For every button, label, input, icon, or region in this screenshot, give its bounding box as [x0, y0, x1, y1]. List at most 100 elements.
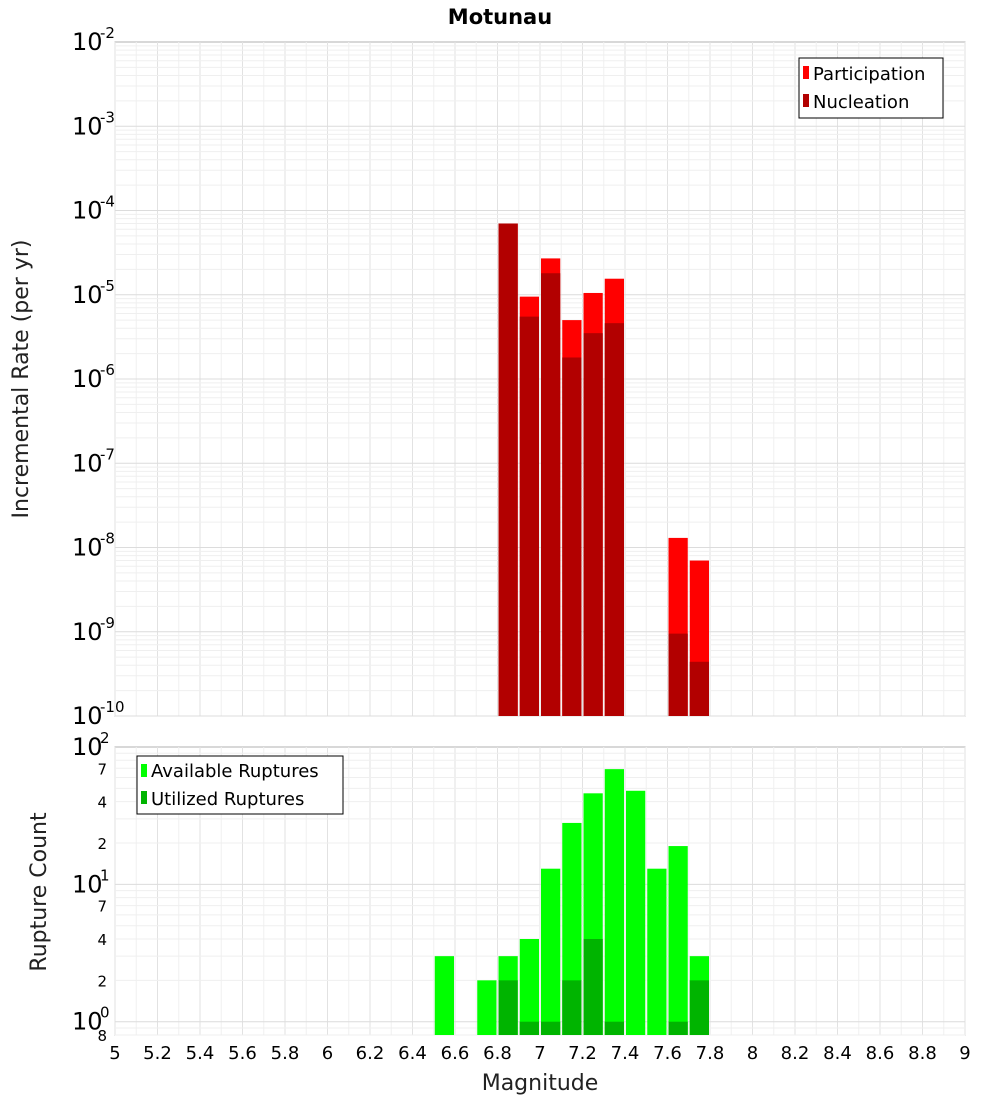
bottom-legend: Available Ruptures Utilized Ruptures: [136, 755, 344, 815]
bottom-bar-utilized-ruptures: [541, 1021, 561, 1035]
bottom-y-tick-label: 10: [72, 870, 103, 898]
top-y-tick-exponent: -9: [100, 614, 115, 632]
x-tick-label: 7.4: [611, 1043, 640, 1064]
legend-label-utilized-ruptures: Utilized Ruptures: [151, 789, 304, 810]
bottom-bar-utilized-ruptures: [562, 980, 582, 1035]
bottom-bar-available-ruptures: [647, 868, 667, 1035]
bottom-bar-available-ruptures: [541, 868, 561, 1035]
bottom-bar-available-ruptures: [604, 769, 624, 1035]
x-tick-label: 6.8: [483, 1043, 512, 1064]
legend-swatch-available-ruptures: [141, 764, 147, 777]
top-bar-nucleation: [541, 273, 561, 716]
bottom-bar-available-ruptures: [434, 956, 454, 1035]
bottom-y-tick-exponent: 0: [100, 1004, 110, 1022]
x-tick-label: 8.6: [866, 1043, 895, 1064]
x-tick-label: 6: [322, 1043, 333, 1064]
top-y-tick-label: 10: [72, 534, 103, 562]
top-y-tick-label: 10: [72, 28, 103, 56]
chart-title: Motunau: [448, 5, 552, 29]
top-y-tick-label: 10: [72, 449, 103, 477]
top-grid: [114, 42, 966, 717]
bottom-bar-utilized-ruptures: [668, 1021, 688, 1035]
bottom-bar-utilized-ruptures: [583, 939, 603, 1035]
x-axis-label: Magnitude: [482, 1071, 599, 1096]
top-y-tick-label: 10: [72, 197, 103, 225]
bottom-bar-available-ruptures: [668, 846, 688, 1035]
top-y-tick-label: 10: [72, 618, 103, 646]
bottom-y-minor-tick-label: 4: [97, 794, 107, 812]
bottom-y-minor-tick-label: 4: [97, 931, 107, 949]
top-y-tick-exponent: -8: [100, 530, 115, 548]
bottom-y-minor-tick-label: 2: [97, 972, 107, 990]
top-bar-nucleation: [498, 223, 518, 717]
x-tick-label: 5.6: [228, 1043, 257, 1064]
bottom-y-tick-exponent: 2: [100, 729, 110, 747]
x-tick-label: 8.4: [823, 1043, 852, 1064]
bottom-bar-utilized-ruptures: [604, 1021, 624, 1035]
bottom-y-tick-exponent: 1: [100, 866, 110, 884]
bottom-bar-available-ruptures: [477, 980, 497, 1035]
top-bar-nucleation: [604, 323, 624, 716]
bottom-legend-box: [136, 755, 344, 815]
x-tick-label: 5.8: [271, 1043, 300, 1064]
top-y-tick-exponent: -3: [100, 108, 115, 126]
legend-label-available-ruptures: Available Ruptures: [151, 761, 319, 782]
x-ticks: 5 5.2 5.4 5.6 5.8 6 6.2 6.4 6.6 6.8 7 7.2 7.4 7.6 7.8 8…: [109, 1043, 970, 1064]
top-bar-nucleation: [519, 316, 539, 716]
bottom-bar-utilized-ruptures: [519, 1021, 539, 1035]
top-y-tick-exponent: -10: [100, 698, 125, 716]
top-y-tick-label: 10: [72, 702, 103, 730]
legend-label-participation: Participation: [813, 64, 925, 85]
top-y-axis-label: Incremental Rate (per yr): [9, 240, 34, 519]
top-y-tick-exponent: -5: [100, 277, 115, 295]
top-y-tick-label: 10: [72, 281, 103, 309]
x-tick-label: 7.8: [696, 1043, 725, 1064]
bottom-y-minor-tick-label: 8: [97, 1027, 107, 1045]
bottom-bar-utilized-ruptures: [498, 980, 518, 1035]
legend-label-nucleation: Nucleation: [813, 92, 909, 113]
bottom-bar-utilized-ruptures: [689, 980, 709, 1035]
top-legend-box: [798, 57, 944, 119]
bottom-bar-available-ruptures: [626, 790, 646, 1035]
top-y-tick-label: 10: [72, 365, 103, 393]
top-legend: Participation Nucleation: [798, 57, 944, 119]
x-tick-label: 8.8: [908, 1043, 937, 1064]
x-tick-label: 6.4: [398, 1043, 427, 1064]
x-tick-label: 8.2: [781, 1043, 810, 1064]
bottom-y-tick-label: 10: [72, 733, 103, 761]
bottom-y-minor-tick-label: 2: [97, 835, 107, 853]
legend-swatch-participation: [803, 66, 809, 79]
x-tick-label: 5: [109, 1043, 120, 1064]
x-tick-label: 8: [747, 1043, 758, 1064]
bottom-bars: [434, 769, 709, 1035]
x-tick-label: 6.2: [356, 1043, 385, 1064]
legend-swatch-nucleation: [803, 94, 809, 107]
bottom-y-minor-tick-label: 7: [97, 760, 107, 778]
bottom-y-axis-label: Rupture Count: [27, 812, 52, 972]
x-tick-label: 7: [534, 1043, 545, 1064]
top-y-tick-exponent: -4: [100, 193, 115, 211]
top-bar-nucleation: [583, 333, 603, 716]
bottom-bar-available-ruptures: [519, 939, 539, 1035]
top-y-tick-exponent: -2: [100, 24, 115, 42]
x-tick-label: 9: [959, 1043, 970, 1064]
legend-swatch-utilized-ruptures: [141, 791, 147, 804]
top-y-tick-exponent: -6: [100, 361, 115, 379]
x-tick-label: 5.4: [186, 1043, 215, 1064]
x-tick-label: 6.6: [441, 1043, 470, 1064]
top-bar-nucleation: [668, 633, 688, 716]
top-bar-nucleation: [689, 661, 709, 716]
x-tick-label: 7.2: [568, 1043, 597, 1064]
x-tick-label: 7.6: [653, 1043, 682, 1064]
top-bar-nucleation: [562, 357, 582, 716]
top-y-tick-exponent: -7: [100, 445, 115, 463]
bottom-y-tick-label: 10: [72, 1008, 103, 1036]
x-tick-label: 5.2: [143, 1043, 172, 1064]
top-y-tick-label: 10: [72, 112, 103, 140]
top-bars: [498, 223, 709, 717]
